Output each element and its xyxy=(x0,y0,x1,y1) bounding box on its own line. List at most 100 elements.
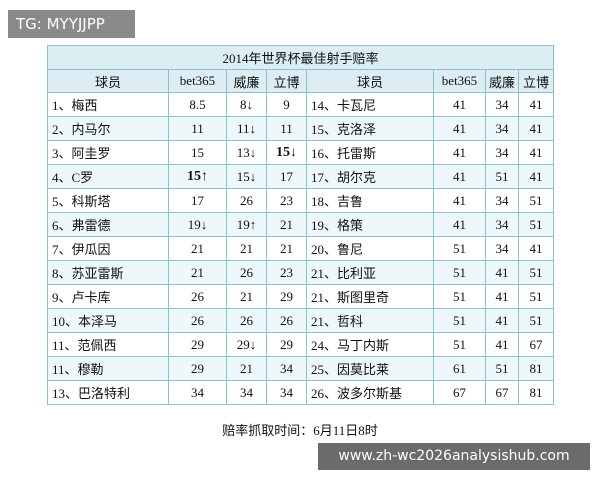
odds-cell: 41 xyxy=(485,308,519,333)
player-cell: 18、吉鲁 xyxy=(306,188,434,213)
player-cell: 20、鲁尼 xyxy=(306,236,434,261)
player-cell: 4、C罗 xyxy=(47,164,169,189)
table-row: 13、巴洛特利 34 34 34 26、波多尔斯基 67 67 81 xyxy=(47,380,555,405)
odds-cell: 11 xyxy=(168,116,227,141)
player-cell: 8、苏亚雷斯 xyxy=(47,260,169,285)
player-cell: 21、斯图里奇 xyxy=(306,284,434,309)
player-cell: 24、马丁内斯 xyxy=(306,332,434,357)
odds-cell: 34 xyxy=(485,116,519,141)
player-cell: 19、格策 xyxy=(306,212,434,237)
odds-cell: 21 xyxy=(226,356,267,381)
odds-cell: 11↓ xyxy=(226,116,267,141)
odds-cell: 34 xyxy=(266,356,307,381)
header-cell: 球员 xyxy=(306,69,434,93)
odds-cell: 51 xyxy=(517,284,555,309)
odds-cell: 67 xyxy=(485,380,519,405)
table-row: 6、弗雷德 19↓ 19↑ 21 19、格策 41 34 51 xyxy=(47,212,555,237)
odds-cell: 51 xyxy=(517,212,555,237)
player-cell: 26、波多尔斯基 xyxy=(306,380,434,405)
table-title: 2014年世界杯最佳射手赔率 xyxy=(46,45,555,70)
odds-cell: 19↓ xyxy=(168,212,227,237)
player-cell: 2、内马尔 xyxy=(47,116,169,141)
odds-cell: 23 xyxy=(266,260,307,285)
odds-cell: 26 xyxy=(266,308,307,333)
odds-cell: 41 xyxy=(485,284,519,309)
odds-cell: 8.5 xyxy=(168,92,227,117)
odds-cell: 61 xyxy=(433,356,486,381)
table-row: 8、苏亚雷斯 21 26 23 21、比利亚 51 41 51 xyxy=(47,260,555,285)
player-cell: 14、卡瓦尼 xyxy=(306,92,434,117)
player-cell: 15、克洛泽 xyxy=(306,116,434,141)
odds-cell: 51 xyxy=(485,164,519,189)
odds-cell: 34 xyxy=(485,212,519,237)
player-cell: 13、巴洛特利 xyxy=(47,380,169,405)
table-row: 11、范佩西 29 29↓ 29 24、马丁内斯 51 41 67 xyxy=(47,332,555,357)
odds-cell: 67 xyxy=(517,332,555,357)
player-cell: 16、托雷斯 xyxy=(306,140,434,165)
odds-cell: 23 xyxy=(266,188,307,213)
odds-cell: 51 xyxy=(517,260,555,285)
odds-cell: 15↓ xyxy=(266,140,307,165)
odds-cell: 15↑ xyxy=(168,164,227,189)
odds-cell: 41 xyxy=(485,260,519,285)
odds-cell: 26 xyxy=(226,188,267,213)
odds-cell: 41 xyxy=(485,332,519,357)
odds-cell: 21 xyxy=(266,236,307,261)
header-cell: 球员 xyxy=(47,69,169,93)
odds-cell: 26 xyxy=(168,308,227,333)
player-cell: 3、阿圭罗 xyxy=(47,140,169,165)
player-cell: 9、卢卡库 xyxy=(47,284,169,309)
odds-cell: 67 xyxy=(433,380,486,405)
odds-cell: 29 xyxy=(168,332,227,357)
player-cell: 6、弗雷德 xyxy=(47,212,169,237)
header-cell: bet365 xyxy=(433,69,486,93)
odds-cell: 41 xyxy=(433,116,486,141)
table-row: 9、卢卡库 26 21 29 21、斯图里奇 51 41 51 xyxy=(47,284,555,309)
player-cell: 11、范佩西 xyxy=(47,332,169,357)
odds-cell: 41 xyxy=(433,164,486,189)
odds-cell: 9 xyxy=(266,92,307,117)
odds-cell: 51 xyxy=(517,308,555,333)
odds-cell: 51 xyxy=(433,308,486,333)
odds-cell: 41 xyxy=(433,188,486,213)
odds-cell: 11 xyxy=(266,116,307,141)
odds-table: 2014年世界杯最佳射手赔率 球员 bet365 威廉 立博 球员 bet365 威廉 立博 … xyxy=(46,45,555,405)
odds-cell: 34 xyxy=(485,140,519,165)
player-cell: 1、梅西 xyxy=(47,92,169,117)
odds-cell: 21 xyxy=(168,260,227,285)
table-row: 3、阿圭罗 15 13↓ 15↓ 16、托雷斯 41 34 41 xyxy=(47,140,555,165)
table-row: 7、伊瓜因 21 21 21 20、鲁尼 51 34 41 xyxy=(47,236,555,261)
odds-cell: 29 xyxy=(168,356,227,381)
caption: 赔率抓取时间：6月11日8时 xyxy=(222,423,378,438)
odds-cell: 41 xyxy=(433,92,486,117)
odds-cell: 8↓ xyxy=(226,92,267,117)
player-cell: 21、比利亚 xyxy=(306,260,434,285)
odds-cell: 21 xyxy=(226,284,267,309)
odds-cell: 51 xyxy=(517,188,555,213)
watermark: www.zh-wc2026analysishub.com xyxy=(318,443,590,470)
odds-cell: 41 xyxy=(433,212,486,237)
player-cell: 11、穆勒 xyxy=(47,356,169,381)
odds-cell: 51 xyxy=(433,332,486,357)
header-cell: 威廉 xyxy=(485,69,519,93)
player-cell: 25、因莫比莱 xyxy=(306,356,434,381)
odds-cell: 29 xyxy=(266,284,307,309)
table-row: 4、C罗 15↑ 15↓ 17 17、胡尔克 41 51 41 xyxy=(47,164,555,189)
header-cell: 立博 xyxy=(266,69,307,93)
odds-cell: 41 xyxy=(517,140,555,165)
odds-cell: 34 xyxy=(485,188,519,213)
odds-cell: 15↓ xyxy=(226,164,267,189)
odds-cell: 21 xyxy=(168,236,227,261)
odds-cell: 19↑ xyxy=(226,212,267,237)
table-row: 11、穆勒 29 21 34 25、因莫比莱 61 51 81 xyxy=(47,356,555,381)
odds-cell: 26 xyxy=(168,284,227,309)
table-row: 10、本泽马 26 26 26 21、哲科 51 41 51 xyxy=(47,308,555,333)
odds-cell: 15 xyxy=(168,140,227,165)
header-cell: 立博 xyxy=(517,69,555,93)
watermark: TG: MYYJJPP xyxy=(8,10,135,38)
player-cell: 10、本泽马 xyxy=(47,308,169,333)
odds-cell: 51 xyxy=(433,284,486,309)
table-row: 1、梅西 8.5 8↓ 9 14、卡瓦尼 41 34 41 xyxy=(47,92,555,117)
player-cell: 5、科斯塔 xyxy=(47,188,169,213)
